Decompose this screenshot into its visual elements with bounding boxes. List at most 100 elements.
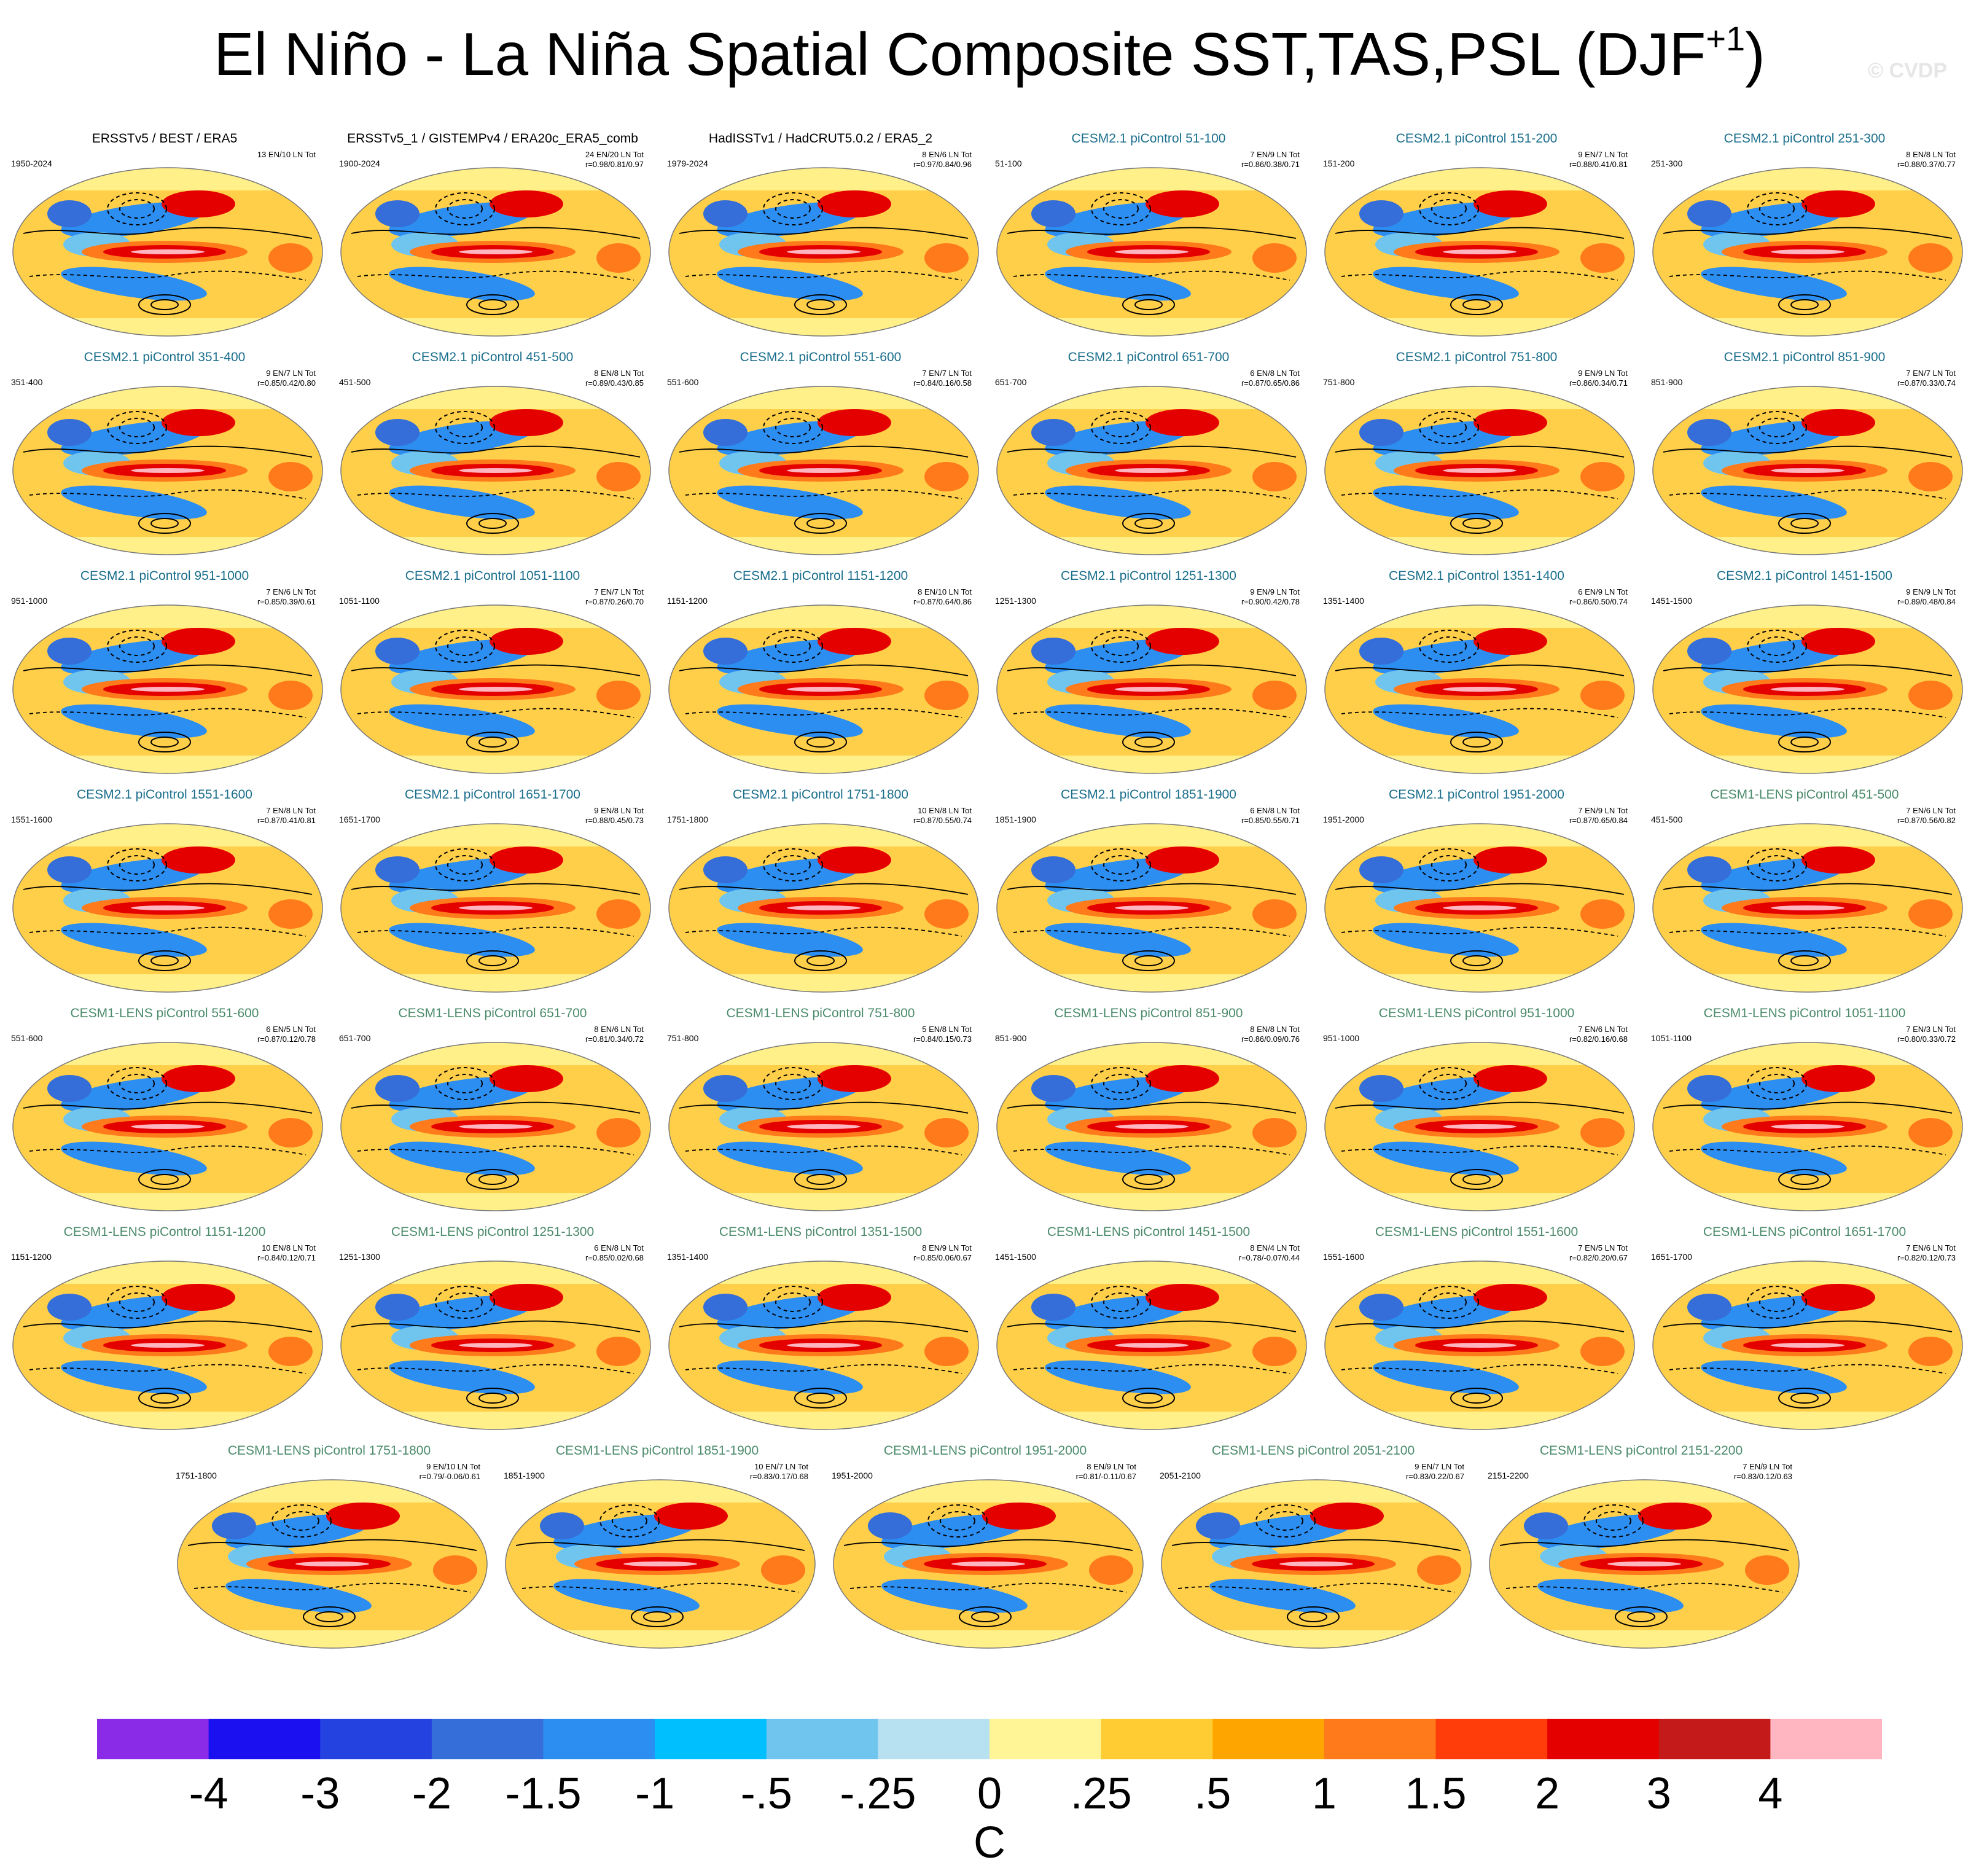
composite-map xyxy=(340,823,651,993)
indian-ocean-warm xyxy=(924,462,969,491)
panel-years: 1950-2024 xyxy=(11,158,52,168)
psl-contour-line xyxy=(193,1582,471,1593)
indian-ocean-warm xyxy=(1580,243,1625,273)
psl-contour-line xyxy=(351,1101,641,1114)
psl-contour-high xyxy=(806,1174,835,1185)
panel-correlation: r=0.84/0.12/0.71 xyxy=(257,1253,316,1262)
psl-contour-low xyxy=(119,1292,155,1312)
psl-contour-low xyxy=(1596,1511,1631,1531)
panel-title: CESM1-LENS piControl 1151-1200 xyxy=(63,1225,266,1239)
psl-contour-low xyxy=(435,1286,495,1319)
psl-contour-low xyxy=(447,199,483,219)
colorbar-tick-label: -3 xyxy=(300,1769,340,1818)
psl-contour-high xyxy=(466,1388,519,1409)
map-outline xyxy=(12,1042,323,1211)
map-panel: CESM1-LENS piControl 1051-1100 1051-1100 7… xyxy=(1645,1006,1964,1215)
psl-contour-low xyxy=(1583,1504,1644,1538)
south-pacific-cool xyxy=(1701,267,1847,301)
arctic-band xyxy=(1325,1261,1634,1284)
south-pacific-cool xyxy=(1045,1141,1191,1176)
colorbar-tick-label: -2 xyxy=(412,1769,451,1818)
panel-correlation: r=0.88/0.41/0.81 xyxy=(1569,160,1628,169)
south-pacific-cool xyxy=(1045,923,1191,957)
north-america-warm xyxy=(818,846,891,874)
psl-contour-line xyxy=(351,1320,641,1332)
antarctic-band xyxy=(669,756,978,773)
antarctic-band xyxy=(997,1412,1306,1429)
composite-map xyxy=(1161,1479,1472,1649)
equatorial-peak xyxy=(1771,1124,1844,1129)
panel-correlation: r=0.85/0.02/0.68 xyxy=(585,1253,644,1262)
psl-contour-low xyxy=(107,848,167,881)
psl-contour-high xyxy=(1790,299,1819,310)
map-panel: ERSSTv5_1 / GISTEMPv4 / ERA20c_ERA5_comb… xyxy=(333,131,652,340)
panel-title: CESM1-LENS piControl 651-700 xyxy=(398,1006,587,1020)
panel-years: 1551-1600 xyxy=(1323,1252,1364,1262)
psl-contour-high xyxy=(138,1169,191,1190)
psl-contour-high xyxy=(1122,1169,1175,1190)
panel-event-count: 8 EN/4 LN Tot xyxy=(1250,1243,1300,1253)
antarctic-band xyxy=(997,537,1306,555)
psl-contour-line xyxy=(1499,1539,1789,1551)
psl-contour-line xyxy=(1335,1101,1625,1114)
psl-contour-low xyxy=(1431,1074,1467,1093)
map-panel: CESM2.1 piControl 551-600 551-600 7 EN/7 L… xyxy=(661,350,980,559)
indian-ocean-warm xyxy=(596,681,641,710)
equatorial-peak xyxy=(131,1124,205,1129)
north-america-warm xyxy=(1146,846,1219,874)
equatorial-peak xyxy=(787,1343,861,1348)
asia-cool xyxy=(703,1294,747,1321)
panel-title: CESM1-LENS piControl 551-600 xyxy=(70,1006,259,1020)
south-pacific-cool xyxy=(61,704,207,738)
equatorial-peak xyxy=(1115,249,1189,254)
psl-contour-low xyxy=(1759,199,1795,219)
equatorial-peak xyxy=(1771,1343,1844,1348)
panel-title: CESM2.1 piControl 1051-1100 xyxy=(405,569,580,583)
colorbar-swatch xyxy=(431,1719,544,1759)
arctic-band xyxy=(1489,1480,1799,1503)
indian-ocean-warm xyxy=(268,1337,313,1366)
south-pacific-cool xyxy=(389,267,535,301)
equatorial-peak xyxy=(951,1561,1025,1566)
north-america-warm xyxy=(1146,628,1219,655)
arctic-band xyxy=(1325,1042,1634,1065)
map-panel: CESM1-LENS piControl 651-700 651-700 8 EN/… xyxy=(333,1006,652,1215)
north-america-warm xyxy=(818,1065,891,1092)
north-america-warm xyxy=(818,190,891,217)
panel-correlation: r=0.88/0.45/0.73 xyxy=(585,816,644,825)
psl-contour-line xyxy=(685,270,962,281)
colorbar-tick-label: 1.5 xyxy=(1405,1769,1467,1818)
composite-map xyxy=(996,386,1307,555)
panel-event-count: 5 EN/8 LN Tot xyxy=(922,1025,972,1034)
psl-contour-line xyxy=(1669,1145,1946,1155)
psl-contour-high xyxy=(1790,518,1819,529)
south-pacific-cool xyxy=(717,704,863,738)
psl-contour-high xyxy=(806,737,835,748)
psl-contour-low xyxy=(1103,418,1139,437)
panel-event-count: 8 EN/9 LN Tot xyxy=(1087,1462,1136,1471)
psl-contour-high xyxy=(1450,1169,1503,1190)
psl-contour-high xyxy=(150,518,179,529)
map-outline xyxy=(668,386,979,555)
north-america-warm xyxy=(1474,628,1547,655)
panel-event-count: 8 EN/6 LN Tot xyxy=(922,150,972,159)
panel-title: ERSSTv5 / BEST / ERA5 xyxy=(92,131,238,146)
psl-contour-high xyxy=(1134,737,1163,748)
asia-cool xyxy=(1359,419,1403,446)
map-panel: CESM2.1 piControl 1951-2000 1951-2000 7 EN… xyxy=(1317,788,1636,996)
south-pacific-cool xyxy=(1373,267,1519,301)
asia-cool xyxy=(1687,200,1731,227)
arctic-band xyxy=(669,605,978,628)
panel-correlation: r=0.84/0.16/0.58 xyxy=(913,378,972,388)
asia-cool xyxy=(1524,1512,1568,1539)
colorbar-tick-label: .5 xyxy=(1194,1769,1232,1818)
map-panel: CESM1-LENS piControl 551-600 551-600 6 EN/… xyxy=(5,1006,324,1215)
composite-map xyxy=(340,167,651,337)
psl-contour-line xyxy=(187,1539,477,1551)
equatorial-peak xyxy=(131,249,205,254)
arctic-band xyxy=(505,1480,815,1503)
panel-correlation: r=0.98/0.81/0.97 xyxy=(585,160,644,169)
psl-contour-line xyxy=(849,1582,1127,1593)
psl-contour-line xyxy=(1335,883,1625,895)
psl-contour-line xyxy=(1007,1101,1297,1114)
